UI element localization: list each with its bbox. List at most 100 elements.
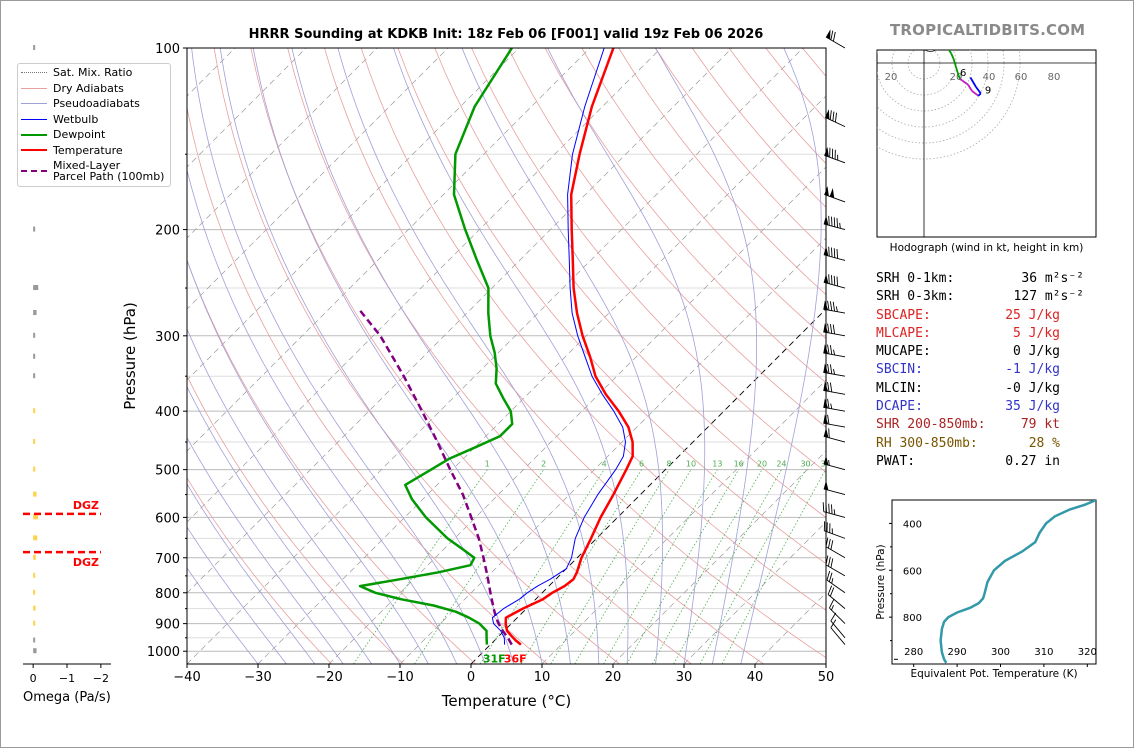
wind-barb-full: [827, 585, 833, 595]
hodograph-height-label: 2: [936, 30, 942, 41]
x-tick-label: −10: [386, 670, 413, 685]
dry-adiabat-line: [213, 48, 620, 664]
parameter-value: 0.27 in: [1005, 453, 1060, 469]
wind-barb-staff: [824, 194, 846, 203]
y-tick-label: 500: [155, 464, 180, 479]
wind-barb-half: [833, 368, 836, 375]
wind-barb-flag: [823, 273, 829, 284]
legend-swatch: [21, 133, 47, 136]
wind-barb: [824, 146, 846, 164]
wind-barb-full: [829, 110, 832, 120]
parameter-value: 79 kt: [1020, 417, 1060, 433]
wind-barb-full: [829, 344, 833, 355]
dry-adiabat-line: [187, 375, 404, 664]
pseudoadiabat-line: [655, 48, 757, 664]
wind-barb-full: [827, 556, 831, 567]
omega-bar: [33, 637, 36, 643]
legend-swatch: [21, 118, 47, 120]
x-tick-label: −20: [315, 670, 342, 685]
parameter-row: RH 300-850mb: 28 %: [876, 436, 1076, 454]
theta-e-y-tick-label: 400: [903, 519, 922, 530]
pseudoadiabat-line: [187, 328, 401, 664]
dry-adiabat-line: [471, 48, 826, 473]
wind-barb-full: [822, 502, 825, 512]
omega-bar: [33, 605, 36, 611]
wind-barb-staff: [823, 463, 846, 471]
wind-barb-staff: [825, 564, 846, 577]
wind-barb: [824, 109, 846, 128]
parameter-label: SBCAPE:: [876, 307, 931, 323]
legend-swatch: [21, 149, 47, 151]
pseudoadiabat-line: [393, 48, 629, 664]
wind-barb-half: [830, 403, 833, 409]
parameter-row: SRH 0-1km: 36 m²s⁻²: [876, 271, 1084, 289]
wind-barb-flag: [829, 187, 835, 199]
parcel-path-line: [357, 307, 513, 646]
pseudoadiabat-line: [252, 48, 543, 664]
wind-barb-half: [831, 604, 835, 611]
x-tick-label: 30: [676, 670, 693, 685]
wind-barb-half: [831, 578, 834, 584]
theta-e-x-tick-label: 290: [948, 647, 967, 658]
pseudoadiabat-line: [187, 385, 372, 664]
pseudoadiabat-line: [187, 436, 344, 664]
wind-barb-full: [828, 428, 830, 438]
parameter-value: 5 J/kg: [1013, 325, 1060, 341]
parameter-row: SRH 0-3km: 127 m²s⁻²: [876, 289, 1084, 307]
y-tick-label: 400: [155, 405, 180, 420]
dewpoint-line: [358, 48, 514, 645]
wind-barb-full: [832, 111, 835, 121]
hodograph-segment: [946, 45, 948, 48]
wind-barb-full: [828, 503, 830, 514]
wind-barb-full: [830, 612, 837, 622]
dry-adiabat-line: [581, 48, 826, 340]
x-tick-label: −30: [244, 670, 271, 685]
mixing-ratio-line: [721, 469, 826, 664]
pseudoadiabat-line: [219, 48, 514, 664]
x-tick-label: 50: [818, 670, 835, 685]
wind-barb-full: [836, 218, 839, 228]
wind-barb: [826, 570, 846, 594]
wind-barb: [825, 29, 846, 49]
pseudoadiabat-line: [291, 48, 571, 664]
legend-swatch: [21, 170, 47, 172]
wind-barb: [830, 619, 846, 645]
mixing-ratio-label: 4: [602, 460, 607, 469]
dry-adiabat-line: [397, 48, 826, 565]
omega-bar: [33, 353, 36, 359]
hodograph-ring-label: 60: [1015, 72, 1028, 83]
wind-barb: [827, 585, 846, 609]
wind-barb: [823, 323, 846, 337]
wind-barb-full: [828, 246, 830, 257]
wind-barb-full: [827, 363, 830, 374]
wind-barb-full: [826, 570, 831, 581]
wind-barb: [823, 344, 846, 358]
omega-bar: [33, 535, 38, 541]
wind-barb-full: [830, 540, 834, 550]
mixing-ratio-label: 6: [639, 460, 644, 469]
wind-barb-half: [828, 460, 830, 466]
hodograph-segment: [955, 66, 960, 76]
parameter-label: SRH 0-3km:: [876, 289, 955, 305]
wind-barb-staff: [827, 594, 846, 609]
dry-adiabat-line: [544, 48, 826, 384]
wind-barb-staff: [825, 36, 846, 49]
isotherm-line: [399, 237, 826, 664]
wind-barb: [823, 521, 846, 539]
wind-barb: [823, 246, 846, 261]
hodograph-area: 20 20 40 60 80 1 23 6 9 RM LM: [877, 30, 1096, 237]
mixing-ratio-label: 10: [686, 460, 696, 469]
y-tick-label: 100: [155, 42, 180, 57]
parameter-label: SRH 0-1km:: [876, 271, 955, 286]
wind-barb-full: [828, 215, 830, 226]
wind-barb-full: [829, 382, 833, 393]
wind-barb-half: [839, 222, 841, 229]
pseudoadiabat-line: [187, 526, 287, 664]
parameter-value: 25 J/kg: [1005, 307, 1060, 323]
x-tick-label: 40: [747, 670, 764, 685]
pseudoadiabat-line: [187, 483, 316, 664]
wind-barb-full: [834, 112, 837, 123]
wind-barb: [822, 502, 846, 518]
wind-barb-full: [830, 558, 834, 568]
